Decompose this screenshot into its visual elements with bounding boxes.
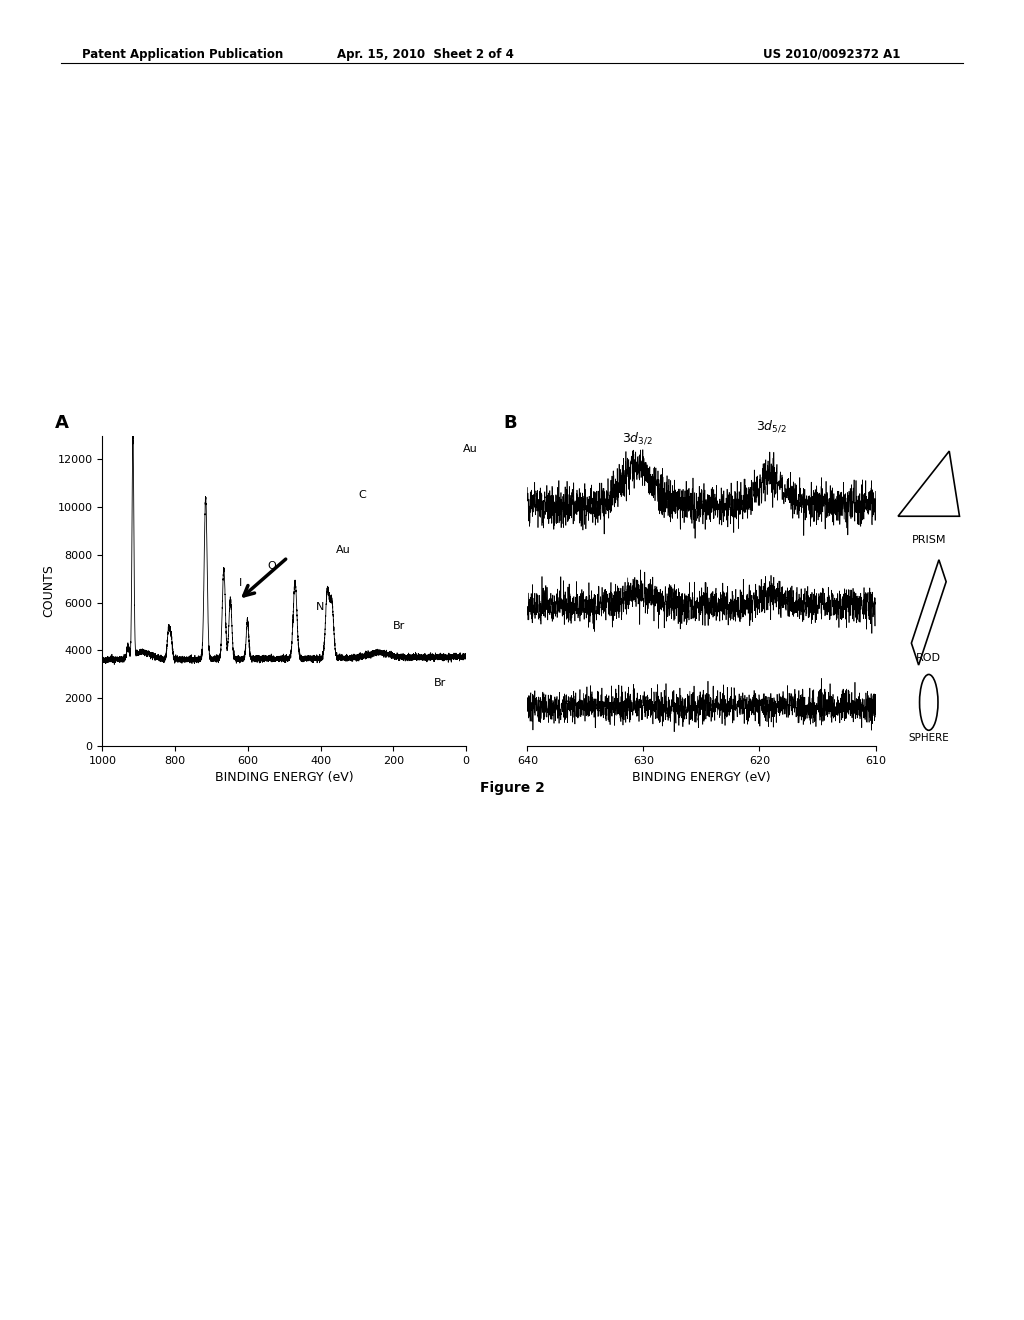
Text: O: O xyxy=(268,561,276,572)
Text: B: B xyxy=(503,414,517,432)
Text: C: C xyxy=(358,490,367,500)
X-axis label: BINDING ENERGY (eV): BINDING ENERGY (eV) xyxy=(632,771,771,784)
Text: I: I xyxy=(239,578,242,587)
Text: $3d_{5/2}$: $3d_{5/2}$ xyxy=(756,418,786,434)
Text: PRISM: PRISM xyxy=(911,535,946,545)
Text: Br: Br xyxy=(433,678,445,688)
Text: $3d_{3/2}$: $3d_{3/2}$ xyxy=(623,430,653,446)
X-axis label: BINDING ENERGY (eV): BINDING ENERGY (eV) xyxy=(215,771,353,784)
Text: Au: Au xyxy=(336,545,350,554)
Text: Au: Au xyxy=(464,445,478,454)
Text: Apr. 15, 2010  Sheet 2 of 4: Apr. 15, 2010 Sheet 2 of 4 xyxy=(337,48,513,61)
Text: ROD: ROD xyxy=(916,653,941,663)
Text: N: N xyxy=(315,602,324,611)
Text: Patent Application Publication: Patent Application Publication xyxy=(82,48,284,61)
Text: SPHERE: SPHERE xyxy=(908,734,949,743)
Text: US 2010/0092372 A1: US 2010/0092372 A1 xyxy=(763,48,900,61)
Text: Figure 2: Figure 2 xyxy=(479,781,545,796)
Y-axis label: COUNTS: COUNTS xyxy=(42,564,54,618)
Text: Br: Br xyxy=(393,620,406,631)
Text: A: A xyxy=(55,414,69,432)
